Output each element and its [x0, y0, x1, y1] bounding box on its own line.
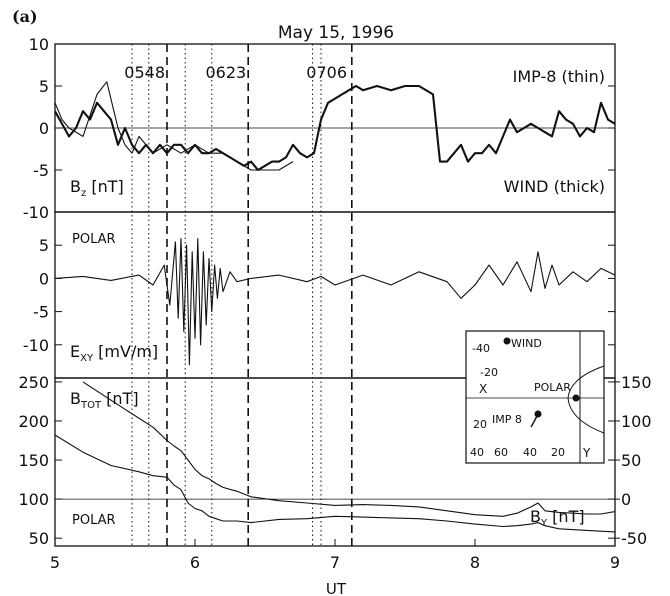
inset-tick-label: 40	[470, 446, 484, 459]
y-tick-label: -5	[33, 161, 49, 180]
exy-ylabel: EXY [mV/m]	[70, 342, 158, 364]
orbit-inset: -40 -20 X 20 40 60 40 20 Y WIND POLAR IM…	[465, 330, 605, 464]
panel-label: (a)	[12, 7, 38, 26]
y-tick-label: 0	[39, 269, 49, 288]
time-marker-label: 0706	[306, 63, 347, 82]
right-y-tick-label: 150	[621, 373, 652, 392]
x-tick-label: 7	[330, 553, 340, 572]
inset-polar-label: POLAR	[534, 381, 571, 394]
exy-spacecraft-label: POLAR	[72, 232, 116, 247]
y-tick-label: 5	[39, 77, 49, 96]
y-tick-label: -10	[23, 336, 49, 355]
right-y-tick-label: 0	[621, 490, 631, 509]
y-tick-label: -10	[23, 203, 49, 222]
series-line	[54, 434, 616, 533]
x-tick-label: 9	[610, 553, 620, 572]
inset-tick-label: -20	[480, 366, 498, 379]
series-line	[54, 81, 294, 171]
btot-ylabel: BTOT [nT]	[70, 389, 139, 411]
bz-ylabel: Bz [nT]	[70, 177, 124, 199]
y-tick-label: 150	[18, 451, 49, 470]
inset-tick-label: 20	[551, 446, 565, 459]
x-axis: 5 6 7 8 9	[50, 539, 620, 572]
x-tick-label: 8	[470, 553, 480, 572]
right-y-tick-label: -50	[621, 529, 647, 548]
time-markers: 0548 0623 0706	[124, 63, 347, 82]
btot-spacecraft-label: POLAR	[72, 513, 116, 528]
imp8-orbit-track	[530, 413, 539, 428]
right-y-tick-label: 100	[621, 412, 652, 431]
imp8-label: IMP-8 (thin)	[513, 67, 605, 86]
inset-y-label: Y	[582, 446, 591, 460]
inset-tick-label: 40	[523, 446, 537, 459]
y-tick-label: -5	[33, 303, 49, 322]
inset-magnetopause-curve	[567, 365, 605, 434]
inset-imp8-label: IMP 8	[492, 413, 522, 426]
y-tick-label: 250	[18, 373, 49, 392]
inset-frame	[465, 330, 605, 464]
time-marker-label: 0548	[124, 63, 165, 82]
wind-label: WIND (thick)	[504, 177, 605, 196]
figure-title: May 15, 1996	[278, 23, 394, 43]
x-axis-label: UT	[326, 580, 347, 596]
x-tick-label: 6	[190, 553, 200, 572]
y-tick-label: 10	[29, 35, 49, 54]
time-marker-label: 0623	[205, 63, 246, 82]
by-ylabel: BY [nT]	[530, 507, 585, 529]
series-line	[54, 238, 616, 366]
event-lines	[131, 44, 353, 546]
inset-tick-label: -40	[472, 342, 490, 355]
wind-position-dot	[503, 337, 511, 345]
inset-tick-label: 60	[494, 446, 508, 459]
series-line	[54, 84, 616, 172]
y-tick-label: 100	[18, 490, 49, 509]
x-tick-label: 5	[50, 553, 60, 572]
y-tick-label: 200	[18, 412, 49, 431]
inset-tick-label: 20	[473, 418, 487, 431]
y-tick-label: 5	[39, 236, 49, 255]
right-y-tick-label: 50	[621, 451, 641, 470]
y-tick-label: 0	[39, 119, 49, 138]
btot-panel: 50 100 150 200 250 -50 0 50 100 150	[18, 373, 651, 548]
polar-position-dot	[572, 394, 580, 402]
y-tick-label: 50	[29, 529, 49, 548]
inset-wind-label: WIND	[511, 337, 542, 350]
inset-x-label: X	[479, 382, 487, 396]
